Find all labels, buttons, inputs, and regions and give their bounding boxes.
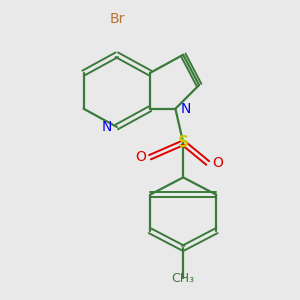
Text: CH₃: CH₃ [172, 272, 195, 285]
Text: S: S [178, 135, 189, 150]
Text: Br: Br [109, 12, 124, 26]
Text: O: O [135, 150, 146, 164]
Text: N: N [181, 102, 191, 116]
Text: N: N [101, 120, 112, 134]
Text: O: O [212, 156, 223, 170]
